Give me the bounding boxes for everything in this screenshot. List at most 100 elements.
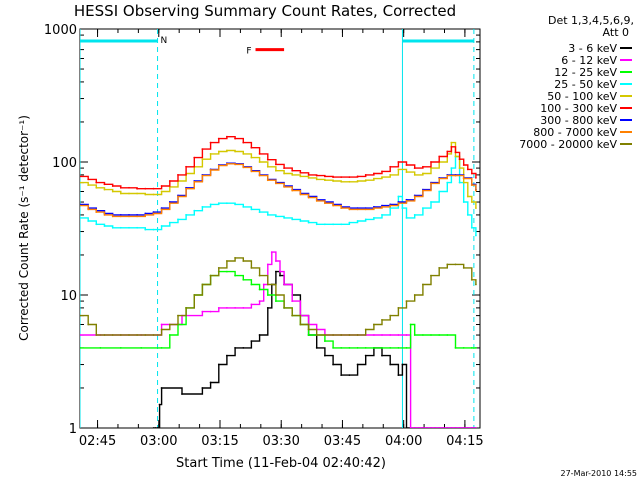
legend-label-4: 50 - 100 keV [547, 90, 617, 103]
series-point-7 [324, 202, 326, 205]
series-point-4 [103, 188, 106, 191]
plot-area: 1 10 100 1000 02:45 03:00 03:15 03:30 03:45 04:00… [44, 23, 484, 449]
series-point-0 [324, 354, 326, 357]
series-point-5 [144, 187, 147, 190]
series-point-0 [226, 354, 228, 357]
series-point-5 [364, 174, 367, 176]
series-line-7 [80, 163, 477, 218]
series-point-4 [430, 167, 432, 170]
series-point-5 [299, 171, 302, 174]
x-tick-label: 03:45 [324, 434, 361, 449]
series-point-1 [470, 427, 473, 428]
series-point-7 [193, 180, 196, 183]
data-layer [80, 29, 477, 428]
series-point-7 [340, 207, 343, 210]
series-point-5 [168, 180, 171, 182]
series-point-3 [450, 167, 453, 170]
series-point-5 [450, 145, 453, 148]
series-point-7 [315, 200, 318, 202]
y-tick-label: 10 [60, 289, 77, 304]
series-point-4 [458, 167, 461, 170]
series-point-7 [185, 187, 188, 190]
series-point-3 [152, 228, 155, 231]
series-point-5 [356, 175, 359, 178]
series-point-3 [217, 202, 220, 205]
series-point-8 [217, 267, 220, 269]
legend-label-8: 7000 - 20000 keV [519, 138, 617, 151]
series-point-7 [160, 208, 163, 211]
series-point-1 [373, 334, 375, 336]
series-point-4 [332, 180, 334, 182]
series-point-1 [434, 427, 436, 428]
series-point-5 [111, 185, 114, 187]
series-point-7 [136, 215, 139, 218]
series-point-1 [389, 334, 392, 336]
series-point-3 [234, 203, 237, 206]
series-point-2 [258, 288, 261, 291]
series-point-2 [373, 347, 375, 349]
series-point-1 [279, 270, 281, 273]
series-point-1 [454, 427, 457, 428]
series-point-3 [470, 226, 473, 229]
series-point-7 [332, 204, 334, 207]
series-point-3 [87, 220, 90, 222]
series-point-4 [462, 181, 465, 184]
series-point-1 [413, 427, 416, 428]
series-line-1 [80, 251, 476, 428]
series-point-3 [177, 218, 179, 221]
series-point-5 [234, 137, 237, 140]
series-point-8 [250, 267, 253, 269]
flare-label: F [246, 47, 251, 57]
series-point-7 [111, 215, 114, 218]
series-point-0 [154, 427, 157, 428]
series-point-7 [291, 189, 294, 192]
series-point-5 [177, 174, 179, 176]
series-point-7 [234, 163, 237, 166]
legend-label-5: 100 - 300 keV [540, 102, 617, 115]
series-point-2 [119, 347, 122, 349]
series-point-7 [422, 189, 424, 192]
y-tick-label: 1000 [44, 23, 77, 38]
series-point-7 [454, 174, 457, 177]
series-point-3 [373, 217, 375, 219]
series-point-4 [111, 190, 114, 193]
series-point-0 [348, 374, 351, 376]
series-point-7 [283, 186, 285, 188]
y-axis-label: Corrected Count Rate (s⁻¹ detector⁻¹) [17, 115, 31, 341]
series-point-8 [315, 334, 318, 336]
series-point-4 [348, 180, 351, 183]
series-point-2 [140, 347, 143, 349]
series-point-7 [209, 169, 212, 171]
series-point-7 [356, 208, 359, 211]
series-point-8 [475, 283, 477, 286]
series-point-2 [242, 278, 245, 281]
series-point-1 [234, 307, 237, 309]
series-point-7 [373, 207, 375, 210]
series-point-5 [258, 153, 261, 155]
series-point-0 [356, 363, 359, 366]
series-point-7 [103, 214, 106, 216]
series-point-8 [119, 334, 122, 336]
series-point-2 [266, 294, 269, 296]
series-point-4 [389, 174, 392, 176]
series-point-7 [177, 195, 179, 198]
series-point-8 [324, 334, 326, 336]
series-point-2 [250, 283, 253, 286]
series-point-5 [136, 187, 139, 190]
series-point-4 [405, 171, 408, 174]
series-point-4 [152, 193, 155, 196]
series-point-4 [144, 193, 147, 196]
series-point-6 [152, 211, 155, 214]
series-point-0 [364, 354, 367, 357]
series-point-3 [466, 214, 469, 216]
series-point-2 [405, 347, 408, 349]
series-point-2 [446, 334, 449, 336]
series-point-3 [209, 203, 212, 206]
series-point-5 [315, 174, 318, 177]
series-point-4 [234, 150, 237, 153]
series-point-8 [258, 274, 261, 277]
series-point-7 [217, 164, 220, 167]
series-point-0 [160, 387, 163, 389]
series-point-2 [438, 334, 441, 336]
series-point-3 [266, 214, 269, 216]
